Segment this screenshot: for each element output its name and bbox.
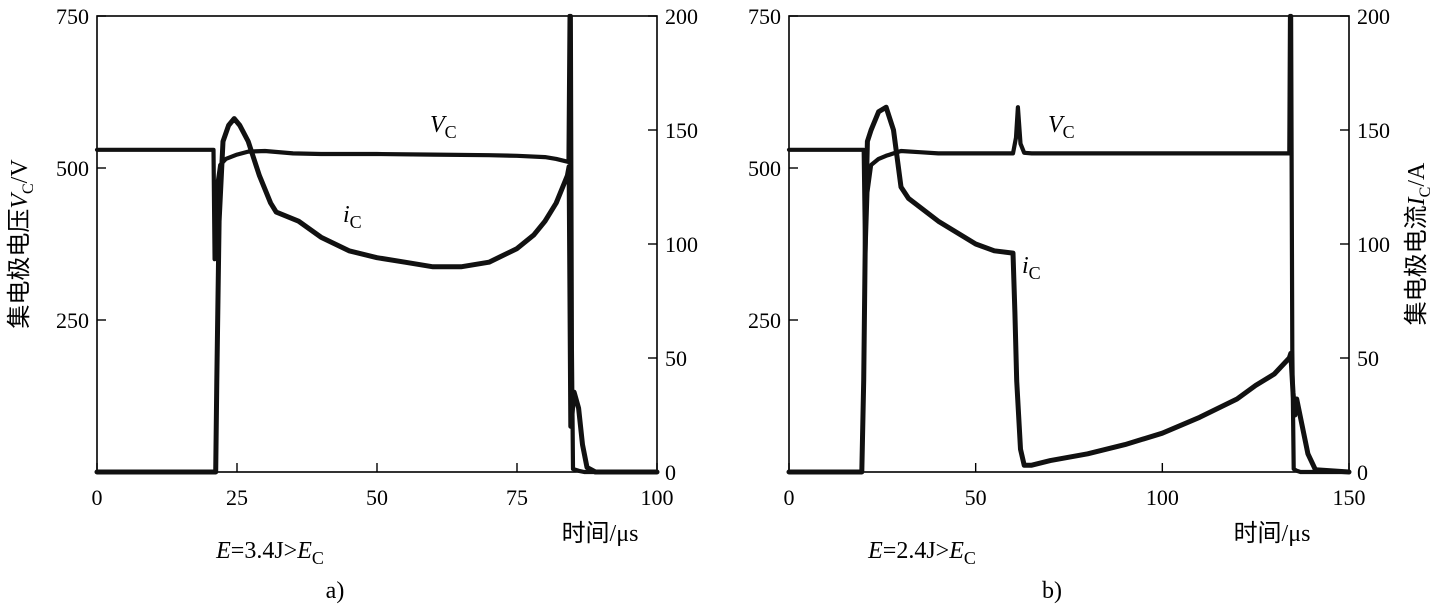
x-tick-label: 100 [641, 485, 674, 510]
x-tick-label: 25 [226, 485, 248, 510]
y-left-tick-label: 250 [748, 308, 781, 333]
y-right-tick-label: 50 [665, 346, 687, 371]
chart-panel-a: 0 25 50 75 100 250 500 750 0 50 100 150 200 VC iC 时间/μs… [6, 4, 698, 604]
series-label-ic: iC [343, 202, 362, 232]
y-left-axis-label: 集电极电压VC/V [6, 159, 37, 329]
y-left-tick-label: 250 [56, 308, 89, 333]
x-tick-label: 0 [784, 485, 795, 510]
plot-frame [788, 15, 1350, 473]
x-tick-label: 0 [92, 485, 103, 510]
y-right-tick-label: 100 [665, 232, 698, 257]
panel-label: b) [1042, 578, 1062, 604]
y-left-tick-label: 500 [748, 156, 781, 181]
series-label-vc: VC [1048, 112, 1075, 142]
y-right-tick-label: 50 [1357, 346, 1379, 371]
y-left-tick-label: 750 [56, 4, 89, 29]
x-axis-label: 时间/μs [1234, 520, 1311, 547]
x-tick-label: 150 [1333, 485, 1366, 510]
x-tick-label: 100 [1146, 485, 1179, 510]
y-left-tick-label: 500 [56, 156, 89, 181]
y-right-tick-label: 150 [1357, 118, 1390, 143]
series-line-ic [94, 116, 660, 475]
y-right-tick-label: 100 [1357, 232, 1390, 257]
y-right-tick-label: 200 [1357, 4, 1390, 29]
y-right-axis-label: 集电极电流IC/A [1403, 162, 1434, 325]
x-axis-label: 时间/μs [562, 520, 639, 547]
x-tick-label: 75 [506, 485, 528, 510]
y-right-tick-label: 0 [1357, 460, 1368, 485]
y-right-tick-label: 150 [665, 118, 698, 143]
series-label-ic: iC [1022, 253, 1041, 283]
series-line-ic [786, 104, 1352, 475]
y-right-tick-label: 200 [665, 4, 698, 29]
series-label-vc: VC [430, 112, 457, 142]
series-line-vc [786, 13, 1352, 475]
y-right-tick-label: 0 [665, 460, 676, 485]
x-tick-label: 50 [366, 485, 388, 510]
condition-caption: E=2.4J>EC [867, 538, 976, 568]
chart-panel-b: 0 50 100 150 250 500 750 0 50 100 150 200 VC iC 时间/μs E… [748, 4, 1434, 604]
x-tick-label: 50 [965, 485, 987, 510]
y-left-tick-label: 750 [748, 4, 781, 29]
panel-label: a) [326, 578, 345, 604]
condition-caption: E=3.4J>EC [215, 538, 324, 568]
